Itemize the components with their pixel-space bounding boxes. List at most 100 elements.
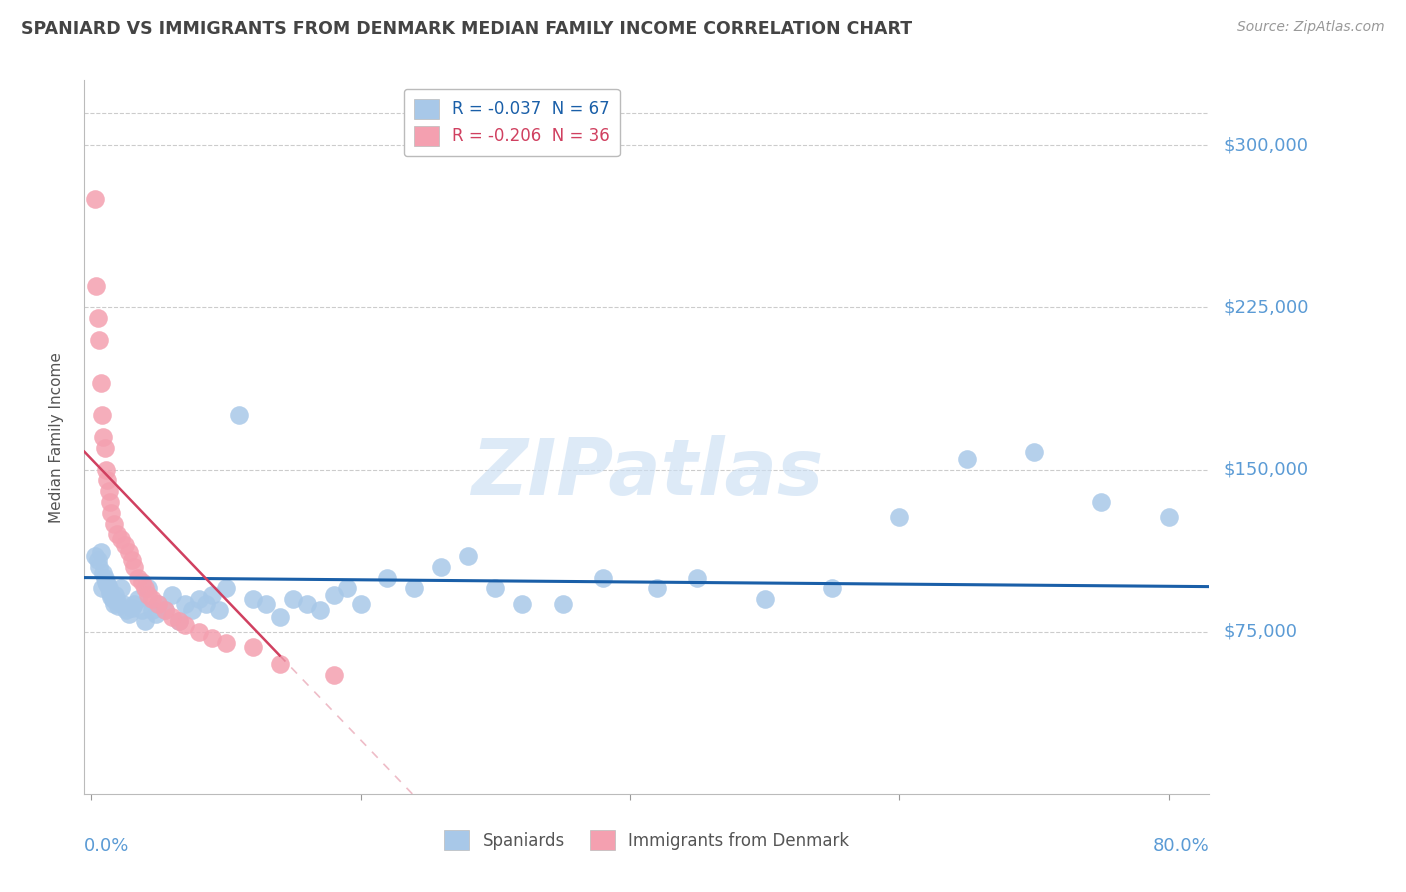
Point [96,473,118,487]
Point [118,544,141,558]
Point [86,278,108,293]
Point [90,409,112,423]
Point [404,582,426,596]
Point [187,592,209,607]
Point [484,582,506,596]
Point [336,582,359,596]
Point [131,603,153,617]
Point [105,527,128,541]
Point [242,592,264,607]
Point [242,640,264,654]
Text: $300,000: $300,000 [1223,136,1308,154]
Point [115,603,138,617]
Text: SPANIARD VS IMMIGRANTS FROM DENMARK MEDIAN FAMILY INCOME CORRELATION CHART: SPANIARD VS IMMIGRANTS FROM DENMARK MEDI… [21,20,912,37]
Point [430,559,453,574]
Point [91,430,114,444]
Point [377,571,399,585]
Point [131,574,153,589]
Point [136,588,159,602]
Point [1090,495,1112,509]
Point [457,549,479,563]
Point [309,603,332,617]
Point [93,571,115,585]
Point [84,549,107,563]
Point [91,566,114,581]
Point [141,603,163,617]
Point [98,586,121,600]
Point [160,588,183,602]
Point [103,516,125,531]
Point [208,603,231,617]
Text: $150,000: $150,000 [1223,460,1308,478]
Point [96,577,118,591]
Point [98,495,121,509]
Point [148,597,170,611]
Point [821,582,844,596]
Point [114,538,136,552]
Text: 80.0%: 80.0% [1153,837,1209,855]
Point [254,597,277,611]
Point [201,588,224,602]
Point [89,559,111,574]
Point [141,592,163,607]
Point [283,592,305,607]
Point [97,582,120,596]
Point [110,582,132,596]
Point [1022,445,1045,459]
Point [101,592,124,607]
Point [121,601,143,615]
Point [94,462,117,476]
Point [1157,510,1180,524]
Point [181,603,204,617]
Text: ZIPatlas: ZIPatlas [471,434,823,511]
Point [127,571,149,585]
Point [112,597,135,611]
Point [167,614,190,628]
Point [134,582,156,596]
Y-axis label: Median Family Income: Median Family Income [49,351,63,523]
Point [322,668,344,682]
Point [107,599,129,613]
Point [153,603,176,617]
Point [295,597,318,611]
Point [89,376,111,390]
Point [754,592,776,607]
Point [322,588,344,602]
Point [121,553,143,567]
Point [174,597,197,611]
Point [645,582,668,596]
Point [145,607,167,622]
Point [136,582,159,596]
Point [127,592,149,607]
Point [215,635,238,649]
Point [103,597,125,611]
Point [134,614,156,628]
Point [174,618,197,632]
Point [167,614,190,628]
Point [93,441,115,455]
Point [889,510,911,524]
Point [551,597,574,611]
Point [89,544,111,558]
Point [110,532,132,546]
Point [100,506,122,520]
Point [89,333,111,347]
Point [956,451,979,466]
Point [215,582,238,596]
Text: 0.0%: 0.0% [84,837,129,855]
Text: Source: ZipAtlas.com: Source: ZipAtlas.com [1237,20,1385,34]
Point [187,624,209,639]
Point [122,559,145,574]
Point [160,609,183,624]
Point [194,597,217,611]
Point [105,594,128,608]
Point [592,571,614,585]
Point [201,631,224,645]
Point [94,574,117,589]
Point [510,597,533,611]
Point [148,597,170,611]
Point [118,607,141,622]
Point [90,582,112,596]
Point [87,311,110,326]
Point [122,597,145,611]
